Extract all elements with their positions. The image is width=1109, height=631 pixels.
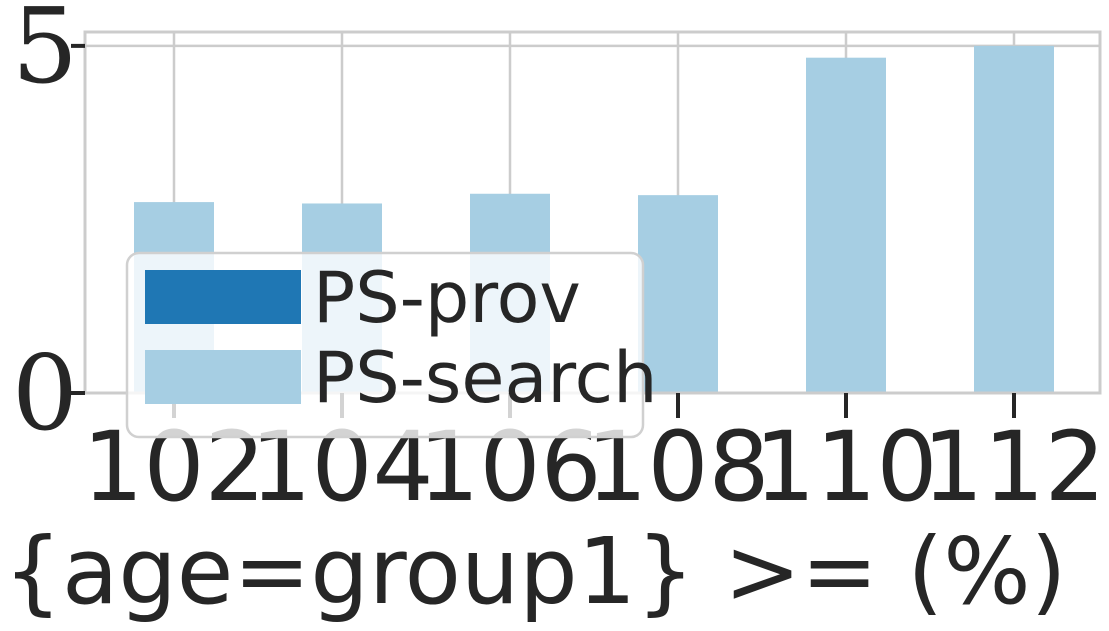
bar-ps-search-112 [974, 45, 1054, 394]
bar-ps-search-108 [638, 195, 718, 393]
legend-label-ps-prov: PS-prov [313, 257, 581, 339]
y-tick-label: 0 [12, 332, 78, 454]
x-tick-label: 112 [922, 411, 1105, 523]
y-tick-label: 5 [12, 0, 78, 107]
legend-swatch-ps-prov [145, 270, 301, 324]
legend: PS-prov PS-search [125, 251, 657, 439]
legend-swatch-ps-search [145, 350, 301, 404]
bar-ps-search-110 [806, 57, 886, 394]
x-tick-label: 110 [754, 411, 937, 523]
x-axis-label: {age=group1} >= (%) [3, 518, 1066, 625]
legend-label-ps-search: PS-search [313, 337, 657, 419]
